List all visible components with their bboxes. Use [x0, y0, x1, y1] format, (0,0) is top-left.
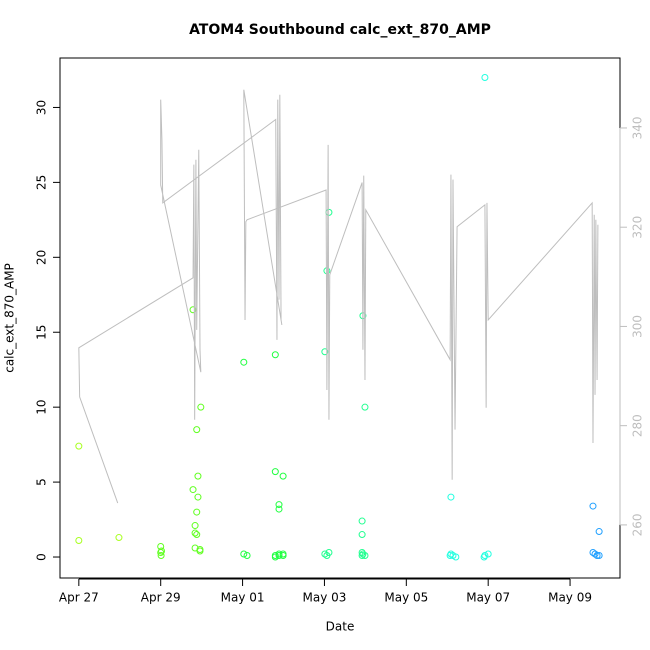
- point: [157, 552, 165, 560]
- point: [589, 502, 597, 510]
- point: [447, 550, 455, 558]
- point: [271, 468, 279, 476]
- y-axis-label: calc_ext_870_AMP: [3, 263, 17, 373]
- point: [595, 528, 603, 536]
- point: [189, 486, 197, 494]
- point: [115, 534, 123, 542]
- point: [358, 531, 366, 539]
- point: [591, 550, 599, 558]
- point: [275, 501, 283, 509]
- point: [481, 552, 489, 560]
- point: [193, 426, 201, 434]
- line: [78, 89, 599, 504]
- point: [481, 73, 489, 81]
- point: [75, 537, 83, 545]
- x-tick-label: May 09: [548, 591, 592, 605]
- y-tick-label: 20: [35, 250, 49, 265]
- point: [275, 552, 283, 560]
- point: [361, 552, 369, 560]
- point: [243, 552, 251, 560]
- y2-tick-label: 300: [631, 315, 645, 338]
- point: [240, 550, 248, 558]
- x-axis-label: Date: [326, 620, 355, 634]
- point: [191, 544, 199, 552]
- point: [191, 522, 199, 530]
- y-tick-label: 10: [35, 400, 49, 415]
- y-tick-label: 30: [35, 100, 49, 115]
- point: [279, 552, 287, 560]
- y-tick-label: 0: [35, 553, 49, 561]
- y2-tick-label: 260: [631, 513, 645, 536]
- point: [593, 552, 601, 560]
- x-tick-label: May 01: [221, 591, 265, 605]
- y-tick-label: 25: [35, 175, 49, 190]
- y2-tick-label: 280: [631, 414, 645, 437]
- point: [196, 547, 204, 555]
- y2-tick-label: 340: [631, 117, 645, 140]
- x-tick-label: May 05: [384, 591, 428, 605]
- point: [321, 550, 329, 558]
- point: [189, 306, 197, 314]
- point: [271, 351, 279, 359]
- point: [197, 403, 205, 411]
- point: [325, 549, 333, 557]
- point: [240, 358, 248, 366]
- point: [484, 550, 492, 558]
- x-tick-label: Apr 27: [59, 591, 99, 605]
- point: [194, 493, 202, 501]
- point: [452, 553, 460, 561]
- point: [191, 529, 199, 537]
- point: [194, 472, 202, 480]
- x-tick-label: May 03: [302, 591, 346, 605]
- point: [595, 552, 603, 560]
- point: [193, 508, 201, 516]
- y-tick-label: 5: [35, 478, 49, 486]
- point: [193, 531, 201, 539]
- point: [361, 403, 369, 411]
- point: [158, 547, 166, 555]
- point: [275, 505, 283, 513]
- x-tick-label: Apr 29: [141, 591, 181, 605]
- point: [359, 550, 367, 558]
- y2-tick-label: 320: [631, 216, 645, 239]
- point: [358, 517, 366, 525]
- point: [75, 442, 83, 450]
- point: [279, 472, 287, 480]
- point: [447, 493, 455, 501]
- chart-title: ATOM4 Southbound calc_ext_870_AMP: [189, 22, 491, 38]
- x-tick-label: May 07: [466, 591, 510, 605]
- y-tick-label: 15: [35, 325, 49, 340]
- point: [321, 348, 329, 356]
